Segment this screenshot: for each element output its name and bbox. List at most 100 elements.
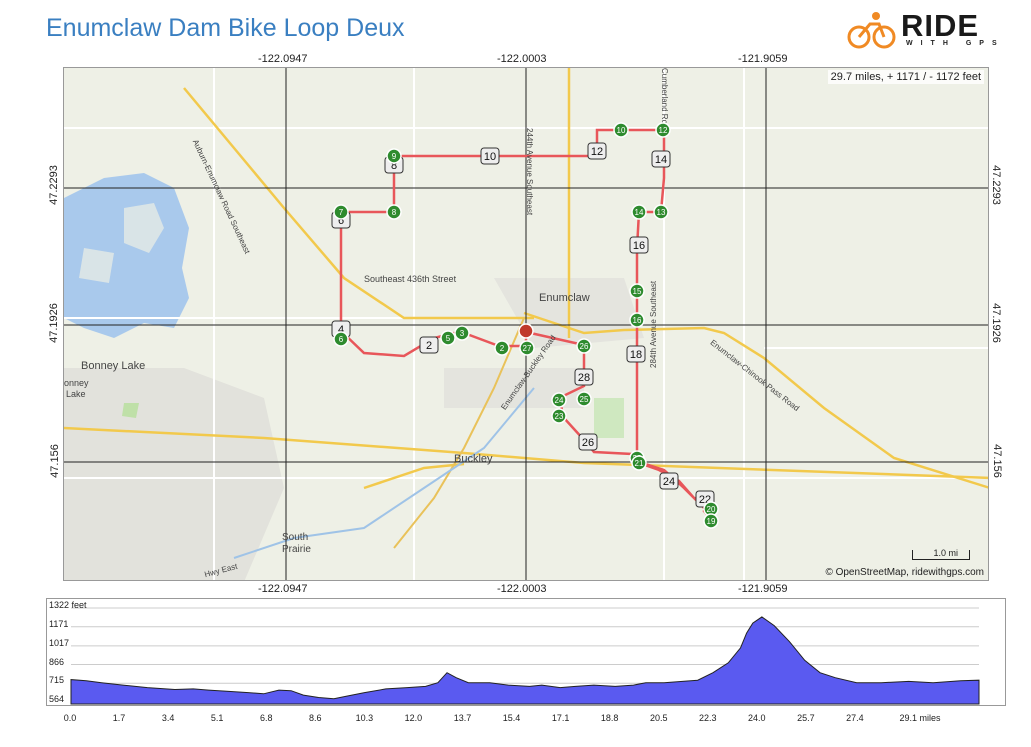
mile-marker-2[interactable]: 2 xyxy=(419,336,439,354)
place-enumclaw: Enumclaw xyxy=(539,292,590,304)
elevation-x-tick: 8.6 xyxy=(309,713,322,723)
mile-marker-26[interactable]: 26 xyxy=(578,433,598,451)
elevation-x-tick: 1.7 xyxy=(112,713,126,723)
svg-text:8: 8 xyxy=(392,208,397,217)
elevation-x-tick: 12.0 xyxy=(404,713,423,723)
mile-marker-14[interactable]: 14 xyxy=(651,150,671,168)
elevation-y-tick: 564 xyxy=(49,694,65,704)
elevation-svg xyxy=(70,607,980,705)
elevation-x-tick: 25.7 xyxy=(797,713,815,723)
lon-label-bottom-3: -121.9059 xyxy=(738,583,788,595)
svg-text:16: 16 xyxy=(633,316,642,325)
lat-label-right-3: 47.156 xyxy=(990,444,1003,478)
map-canvas xyxy=(64,68,988,580)
svg-text:24: 24 xyxy=(555,396,564,405)
cyclist-logo-icon xyxy=(847,12,896,49)
lat-label-left-2: 47.1926 xyxy=(47,303,60,343)
cue-marker-16[interactable]: 16 xyxy=(629,312,645,328)
cue-marker-7[interactable]: 7 xyxy=(333,204,349,220)
elevation-x-tick: 3.4 xyxy=(161,713,175,723)
elevation-x-tick: 5.1 xyxy=(210,713,224,723)
cue-marker-9[interactable]: 9 xyxy=(386,148,402,164)
elevation-area xyxy=(70,616,980,705)
cue-marker-14[interactable]: 14 xyxy=(631,204,647,220)
mile-marker-12[interactable]: 12 xyxy=(587,142,607,160)
cue-marker-12[interactable]: 12 xyxy=(655,122,671,138)
cue-marker-2[interactable]: 2 xyxy=(494,340,510,356)
elevation-y-tick: 866 xyxy=(49,656,65,667)
svg-text:16: 16 xyxy=(633,240,645,252)
lon-label-bottom-1: -122.0947 xyxy=(258,583,308,595)
lat-label-right-1: 47.2293 xyxy=(989,165,1002,205)
svg-text:2: 2 xyxy=(500,344,505,353)
cue-marker-3[interactable]: 3 xyxy=(454,325,470,341)
svg-text:27: 27 xyxy=(523,344,532,353)
start-finish-marker[interactable] xyxy=(518,323,534,339)
elevation-x-tick: 10.3 xyxy=(355,713,374,723)
place-south-prairie-1: South xyxy=(282,532,309,543)
svg-text:12: 12 xyxy=(591,146,603,158)
cue-marker-25[interactable]: 25 xyxy=(576,391,592,407)
svg-text:10: 10 xyxy=(617,126,626,135)
svg-text:26: 26 xyxy=(582,437,594,449)
elevation-x-tick: 24.0 xyxy=(748,713,766,723)
elevation-x-tick: 22.3 xyxy=(698,713,717,723)
cue-marker-26[interactable]: 26 xyxy=(576,338,592,354)
elevation-x-tick: 15.4 xyxy=(502,713,521,723)
mile-marker-24[interactable]: 24 xyxy=(659,472,679,490)
svg-text:20: 20 xyxy=(707,505,716,514)
elevation-y-tick: 715 xyxy=(49,675,65,686)
svg-text:8: 8 xyxy=(391,160,397,172)
svg-text:6: 6 xyxy=(339,335,344,344)
lon-label-top-3: -121.9059 xyxy=(738,53,788,65)
lat-label-left-3: 47.156 xyxy=(48,444,61,478)
cue-marker-21[interactable]: 21 xyxy=(631,455,647,471)
mile-marker-28[interactable]: 28 xyxy=(574,368,594,386)
svg-text:2: 2 xyxy=(426,340,432,352)
elevation-x-tick: 29.1 miles xyxy=(899,713,941,723)
scale-bar xyxy=(912,550,970,560)
cue-marker-10[interactable]: 10 xyxy=(613,122,629,138)
cue-marker-8[interactable]: 8 xyxy=(386,204,402,220)
place-bonney-lake-2: onney xyxy=(64,378,89,388)
cue-marker-5[interactable]: 5 xyxy=(440,330,456,346)
elevation-x-tick: 18.8 xyxy=(600,713,619,723)
route-title: Enumclaw Dam Bike Loop Deux xyxy=(46,14,405,42)
elevation-x-tick: 17.1 xyxy=(551,713,570,723)
cue-marker-6[interactable]: 6 xyxy=(333,331,349,347)
map-attribution[interactable]: © OpenStreetMap, ridewithgps.com xyxy=(825,567,984,578)
svg-text:26: 26 xyxy=(580,342,589,351)
place-bonney-lake-3: Lake xyxy=(66,389,86,399)
lon-label-top-2: -122.0003 xyxy=(497,53,547,65)
ridewithgps-logo[interactable]: RIDE WITH GPS xyxy=(846,8,1006,50)
svg-text:14: 14 xyxy=(635,208,644,217)
road-se-436th: Southeast 436th Street xyxy=(364,274,457,284)
svg-text:10: 10 xyxy=(484,151,496,163)
elevation-x-tick: 13.7 xyxy=(453,713,472,723)
svg-text:18: 18 xyxy=(630,349,642,361)
mile-marker-16[interactable]: 16 xyxy=(629,236,649,254)
elevation-chart[interactable] xyxy=(46,598,1006,706)
cue-marker-24[interactable]: 24 xyxy=(551,392,567,408)
lon-label-bottom-2: -122.0003 xyxy=(497,583,547,595)
elevation-x-tick: 0.0 xyxy=(63,713,77,723)
svg-text:9: 9 xyxy=(392,152,397,161)
logo-subtitle: WITH GPS xyxy=(906,40,1005,47)
cue-marker-13[interactable]: 13 xyxy=(653,204,669,220)
cue-marker-23[interactable]: 23 xyxy=(551,408,567,424)
svg-text:21: 21 xyxy=(635,459,644,468)
logo-word: RIDE xyxy=(901,8,980,43)
mile-marker-10[interactable]: 10 xyxy=(480,147,500,165)
cue-marker-27[interactable]: 27 xyxy=(519,340,535,356)
cue-marker-19[interactable]: 19 xyxy=(703,513,719,529)
lat-label-right-2: 47.1926 xyxy=(989,303,1002,343)
mile-marker-18[interactable]: 18 xyxy=(626,345,646,363)
svg-text:28: 28 xyxy=(578,372,590,384)
svg-text:25: 25 xyxy=(580,395,589,404)
cue-marker-15[interactable]: 15 xyxy=(629,283,645,299)
svg-text:15: 15 xyxy=(633,287,642,296)
svg-text:13: 13 xyxy=(657,208,666,217)
svg-text:19: 19 xyxy=(707,517,716,526)
route-map[interactable]: 29.7 miles, + 1171 / - 1172 feet Enumcla… xyxy=(63,67,989,581)
